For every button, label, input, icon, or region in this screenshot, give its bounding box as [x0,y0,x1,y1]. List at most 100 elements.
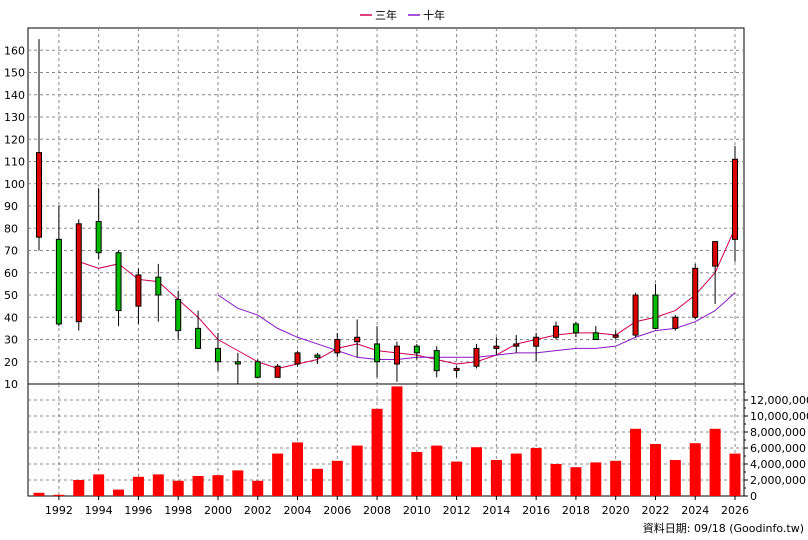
volume-bar [292,442,304,496]
candle-body [274,365,281,378]
volume-bar [113,489,125,496]
candle-body [612,334,619,338]
x-tick-label: 1998 [164,504,192,517]
x-tick-label: 2006 [323,504,351,517]
volume-bar [73,480,85,496]
x-tick-label: 2016 [522,504,550,517]
volume-bar [490,460,502,496]
x-tick-label: 2004 [284,504,312,517]
candle-body [453,367,460,371]
candle-body [413,345,420,354]
candle-body [732,158,738,240]
volume-bar [33,492,45,496]
candle-body [473,347,480,367]
candle-body [433,350,440,372]
x-tick-label: 2024 [681,504,709,517]
volume-bar [431,445,443,496]
volume-bar [391,386,403,496]
candle-body [354,336,361,343]
candle-body [155,276,162,296]
legend-label: 十年 [423,8,445,22]
candle-body [254,361,261,378]
candles [36,39,738,384]
volume-bar [451,461,463,496]
volume-panel: 0 2,000,000 4,000,000 6,000,000 8,000,000 10,… [27,383,808,503]
x-tick-label: 2002 [244,504,272,517]
candle-body [195,327,202,349]
candle-body [135,274,142,307]
volume-bar [709,428,721,496]
volume-grid [28,384,744,496]
volume-tick-label: 4,000,000 [750,458,806,471]
x-tick-label: 2008 [363,504,391,517]
volume-bar [570,467,582,496]
volume-bar [212,475,224,496]
volume-bar [411,452,423,496]
candle-body [712,241,719,267]
x-tick-label: 2000 [204,504,232,517]
candle-body [314,354,321,358]
candle-body [115,252,122,312]
candle-body [592,332,599,341]
candle-body [294,352,301,365]
volume-bar [232,470,244,496]
candle-body [95,221,102,254]
volume-bar [550,464,562,496]
x-tick-label: 2012 [443,504,471,517]
volume-bar [252,480,264,496]
volume-bar [272,453,284,496]
x-tick-label: 2022 [641,504,669,517]
volume-bar [93,474,105,496]
candle-body [214,347,221,363]
volume-bar [53,494,65,496]
x-axis-ticks: 1992 1994 1996 1998 2000 2002 2004 2006 2008 2010… [45,496,749,517]
volume-bar [351,445,363,496]
candle-body [55,238,62,325]
x-tick-label: 2014 [482,504,510,517]
x-tick-label: 2010 [403,504,431,517]
ma-line-three-year [78,228,736,369]
volume-bar [590,462,602,496]
legend-label: 三年 [375,8,397,22]
candle-body [672,316,679,329]
candle-body [553,325,560,338]
candle-body [75,223,82,323]
candle-body [393,345,400,365]
footer-text: 資料日期: 09/18 (Goodinfo.tw) [643,521,804,535]
volume-bar [172,480,184,496]
price-tick-label: 50 [4,289,18,302]
x-tick-label: 2026 [721,504,749,517]
price-tick-label: 110 [4,156,25,169]
price-tick-label: 20 [4,356,18,369]
x-tick-label: 2020 [602,504,630,517]
volume-bar [729,453,741,496]
volume-bar [630,428,642,496]
candle-body [533,336,540,347]
volume-bar [530,448,542,496]
volume-bar [311,468,323,496]
candle-body [234,361,241,365]
candle-body [572,323,579,334]
candle-body [36,152,42,238]
legend: 三年 十年 [360,8,445,22]
candle-body [692,267,699,318]
price-tick-label: 80 [4,222,18,235]
volume-bars [33,386,741,496]
candle-body [493,345,500,349]
price-tick-label: 90 [4,200,18,213]
volume-tick-label: 2,000,000 [750,474,806,487]
volume-bar [470,447,482,496]
candle-body [334,339,341,354]
price-panel: 10 20 30 40 50 60 70 80 90 100 110 120 130 140 150 160 [4,27,745,391]
price-tick-label: 10 [4,378,18,391]
candle-body [175,298,182,332]
price-tick-label: 60 [4,267,18,280]
price-tick-label: 130 [4,111,25,124]
volume-bar [649,444,661,496]
x-tick-label: 1996 [124,504,152,517]
volume-bar [371,408,383,496]
price-tick-label: 30 [4,334,18,347]
volume-bar [689,443,701,496]
volume-tick-label: 12,000,000 [750,394,808,407]
